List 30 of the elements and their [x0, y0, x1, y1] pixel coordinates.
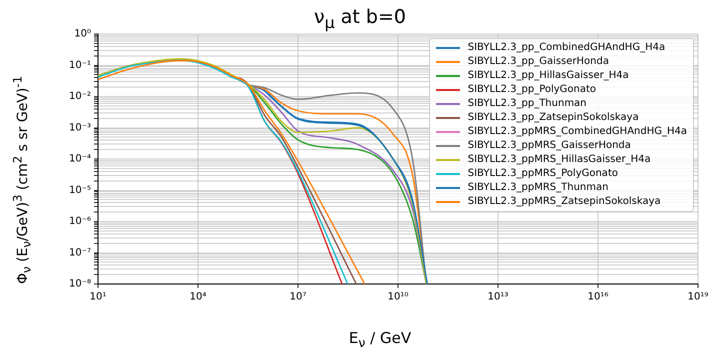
legend-label: SIBYLL2.3_ppMRS_ZatsepinSokolskaya [468, 195, 661, 209]
legend-label: SIBYLL2.3_ppMRS_CombinedGHAndHG_H4a [468, 125, 687, 139]
x-tick-label: 10¹⁶ [588, 292, 608, 303]
y-tick-label: 10⁻⁷ [68, 247, 92, 258]
y-tick-label: 10⁻⁶ [68, 216, 92, 228]
y-tick-label: 10⁻⁵ [68, 184, 92, 196]
y-tick-label: 10⁻⁴ [68, 154, 92, 165]
x-tick-label: 10⁷ [290, 292, 306, 303]
legend-label: SIBYLL2.3_ppMRS_PolyGonato [468, 167, 618, 181]
legend-label: SIBYLL2.3_pp_GaisserHonda [468, 55, 609, 69]
x-axis-title: E$_{ν}$ / GeV [348, 329, 412, 350]
legend-label: SIBYLL2.3_pp_Thunman [468, 97, 587, 111]
x-tick-label: 10¹ [90, 292, 106, 303]
y-tick-label: 10⁻³ [68, 122, 92, 134]
legend-label: SIBYLL2.3_pp_HillasGaisser_H4a [468, 69, 629, 83]
x-tick-label: 10¹⁹ [688, 292, 708, 303]
legend-label: SIBYLL2.3_ppMRS_HillasGaisser_H4a [468, 153, 651, 167]
x-tick-label: 10¹⁰ [388, 292, 408, 303]
legend-label: SIBYLL2.3_pp_PolyGonato [468, 83, 596, 97]
legend-label: SIBYLL2.3_ppMRS_Thunman [468, 181, 608, 195]
x-tick-label: 10¹³ [488, 292, 508, 303]
legend-label: SIBYLL2.3_pp_ZatsepinSokolskaya [468, 111, 639, 125]
legend-label: SIBYLL2.3_pp_CombinedGHAndHG_H4a [468, 41, 666, 55]
y-tick-label: 10⁻² [68, 91, 92, 102]
y-tick-label: 10⁻⁸ [68, 278, 92, 290]
y-tick-label: 10⁰ [74, 28, 92, 40]
y-tick-label: 10⁻¹ [68, 60, 92, 71]
x-tick-label: 10⁴ [190, 292, 206, 303]
legend-label: SIBYLL2.3_ppMRS_GaisserHonda [468, 139, 631, 153]
chart-title: ν$_{μ}$ at b=0 [314, 6, 406, 32]
